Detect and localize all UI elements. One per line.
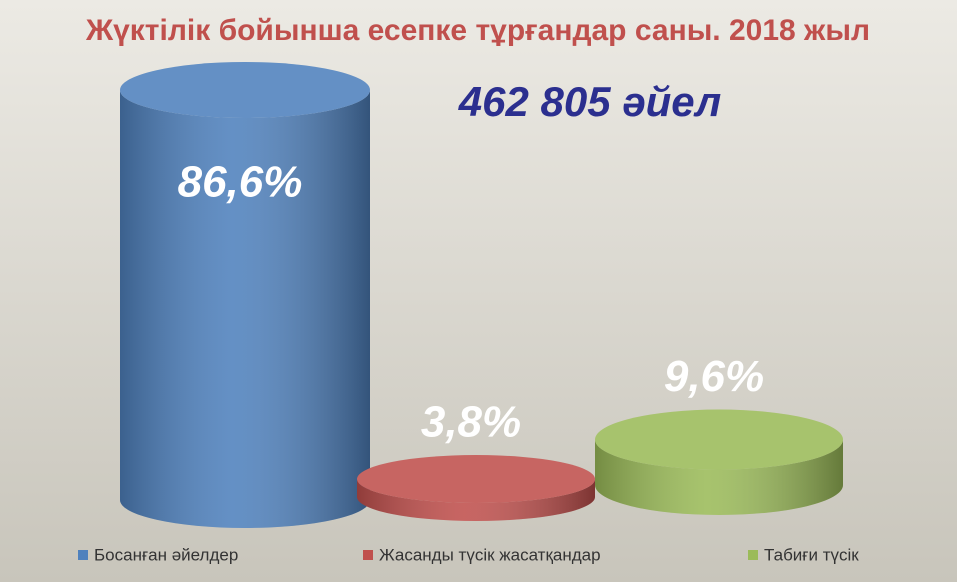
annotation: 462 805 әйел [458,78,722,125]
legend-label: Босанған әйелдер [94,545,238,564]
cylinder-shade [357,479,595,521]
chart-title: Жүктілік бойынша есепке тұрғандар саны. … [85,14,870,47]
legend-swatch [363,550,373,560]
legend-label: Табиғи түсік [764,545,859,564]
value-label: 3,8% [421,398,521,447]
cylinder-top-highlight [120,62,370,118]
cylinder-top [120,62,370,118]
legend-swatch [748,550,758,560]
cylinder-top-highlight [357,455,595,504]
cylinder-shade [595,439,843,515]
cylinder-shade [120,90,370,528]
value-label: 9,6% [664,352,764,401]
legend-swatch [78,550,88,560]
cylinder-top-highlight [595,409,843,470]
cylinder-top [595,409,843,470]
cylinder-top [357,455,595,504]
legend-label: Жасанды түсік жасатқандар [379,545,601,564]
value-label: 86,6% [178,158,303,207]
